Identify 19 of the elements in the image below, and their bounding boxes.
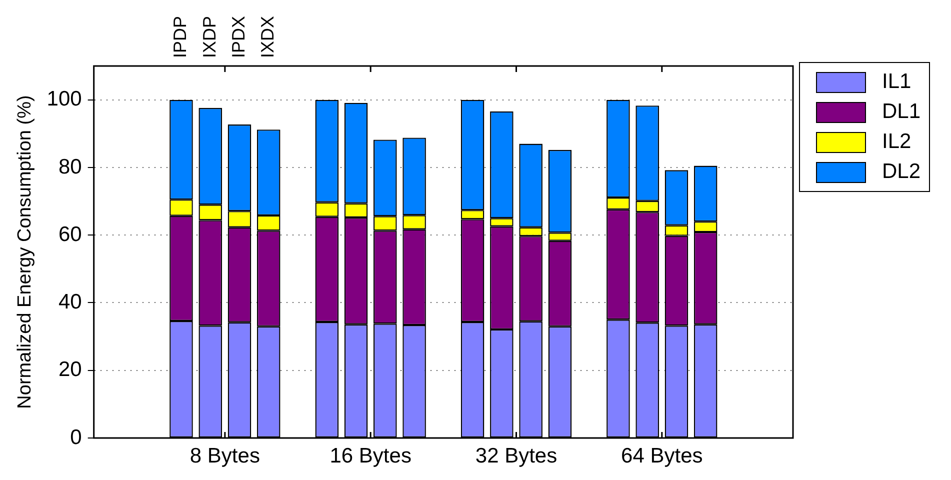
legend-label: DL1 bbox=[882, 100, 921, 124]
text: 8 Bytes bbox=[190, 444, 260, 468]
y-tick-label: 60 bbox=[58, 222, 82, 246]
legend-label: IL2 bbox=[882, 130, 912, 154]
y-tick-label: 100 bbox=[46, 88, 82, 111]
x-tick-label: IPDP bbox=[170, 16, 190, 58]
y-tick-label: 0 bbox=[70, 426, 82, 449]
y-axis-title: Normalized Energy Consumption (%) bbox=[14, 95, 36, 409]
y-tick-label: 80 bbox=[58, 155, 82, 178]
text: 16 Bytes bbox=[330, 444, 412, 468]
y-tick-label: 40 bbox=[58, 290, 82, 314]
x-tick-label: IPDX bbox=[228, 16, 248, 58]
legend-label: DL2 bbox=[882, 160, 921, 184]
y-tick-label: 20 bbox=[58, 358, 82, 382]
legend-label: IL1 bbox=[882, 70, 912, 94]
x-tick-label: IXDX bbox=[258, 16, 278, 58]
x-tick-label: IXDP bbox=[199, 16, 220, 58]
text: 32 Bytes bbox=[475, 444, 558, 468]
text: 64 Bytes bbox=[621, 444, 703, 468]
